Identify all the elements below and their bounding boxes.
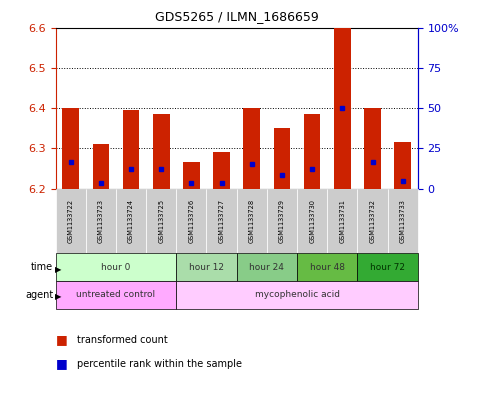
Text: hour 12: hour 12 — [189, 263, 224, 272]
Text: time: time — [31, 262, 53, 272]
Text: GSM1133728: GSM1133728 — [249, 199, 255, 243]
Text: transformed count: transformed count — [77, 335, 168, 345]
Text: GSM1133725: GSM1133725 — [158, 199, 164, 243]
Text: mycophenolic acid: mycophenolic acid — [255, 290, 340, 299]
Text: GSM1133731: GSM1133731 — [340, 199, 345, 243]
Text: ■: ■ — [56, 357, 67, 370]
Text: GSM1133724: GSM1133724 — [128, 199, 134, 243]
Text: hour 24: hour 24 — [249, 263, 284, 272]
Bar — [93, 144, 109, 189]
Bar — [304, 114, 320, 189]
Text: GSM1133732: GSM1133732 — [369, 199, 375, 243]
Bar — [123, 110, 139, 189]
Text: GSM1133722: GSM1133722 — [68, 199, 73, 243]
Text: ▶: ▶ — [55, 292, 61, 301]
Text: GSM1133727: GSM1133727 — [219, 199, 225, 243]
Bar — [153, 114, 170, 189]
Text: GDS5265 / ILMN_1686659: GDS5265 / ILMN_1686659 — [155, 10, 319, 23]
Bar — [243, 108, 260, 189]
Text: GSM1133726: GSM1133726 — [188, 199, 194, 243]
Text: hour 0: hour 0 — [101, 263, 130, 272]
Text: GSM1133729: GSM1133729 — [279, 199, 285, 243]
Bar — [274, 128, 290, 189]
Text: percentile rank within the sample: percentile rank within the sample — [77, 358, 242, 369]
Text: GSM1133723: GSM1133723 — [98, 199, 104, 243]
Text: ▶: ▶ — [55, 265, 61, 274]
Bar — [334, 28, 351, 189]
Bar — [364, 108, 381, 189]
Bar — [183, 162, 199, 189]
Text: untreated control: untreated control — [76, 290, 156, 299]
Text: hour 72: hour 72 — [370, 263, 405, 272]
Text: agent: agent — [25, 290, 53, 300]
Bar — [395, 142, 411, 189]
Bar — [213, 152, 230, 189]
Text: ■: ■ — [56, 333, 67, 347]
Text: hour 48: hour 48 — [310, 263, 345, 272]
Text: GSM1133730: GSM1133730 — [309, 199, 315, 243]
Bar — [62, 108, 79, 189]
Text: GSM1133733: GSM1133733 — [400, 199, 406, 243]
